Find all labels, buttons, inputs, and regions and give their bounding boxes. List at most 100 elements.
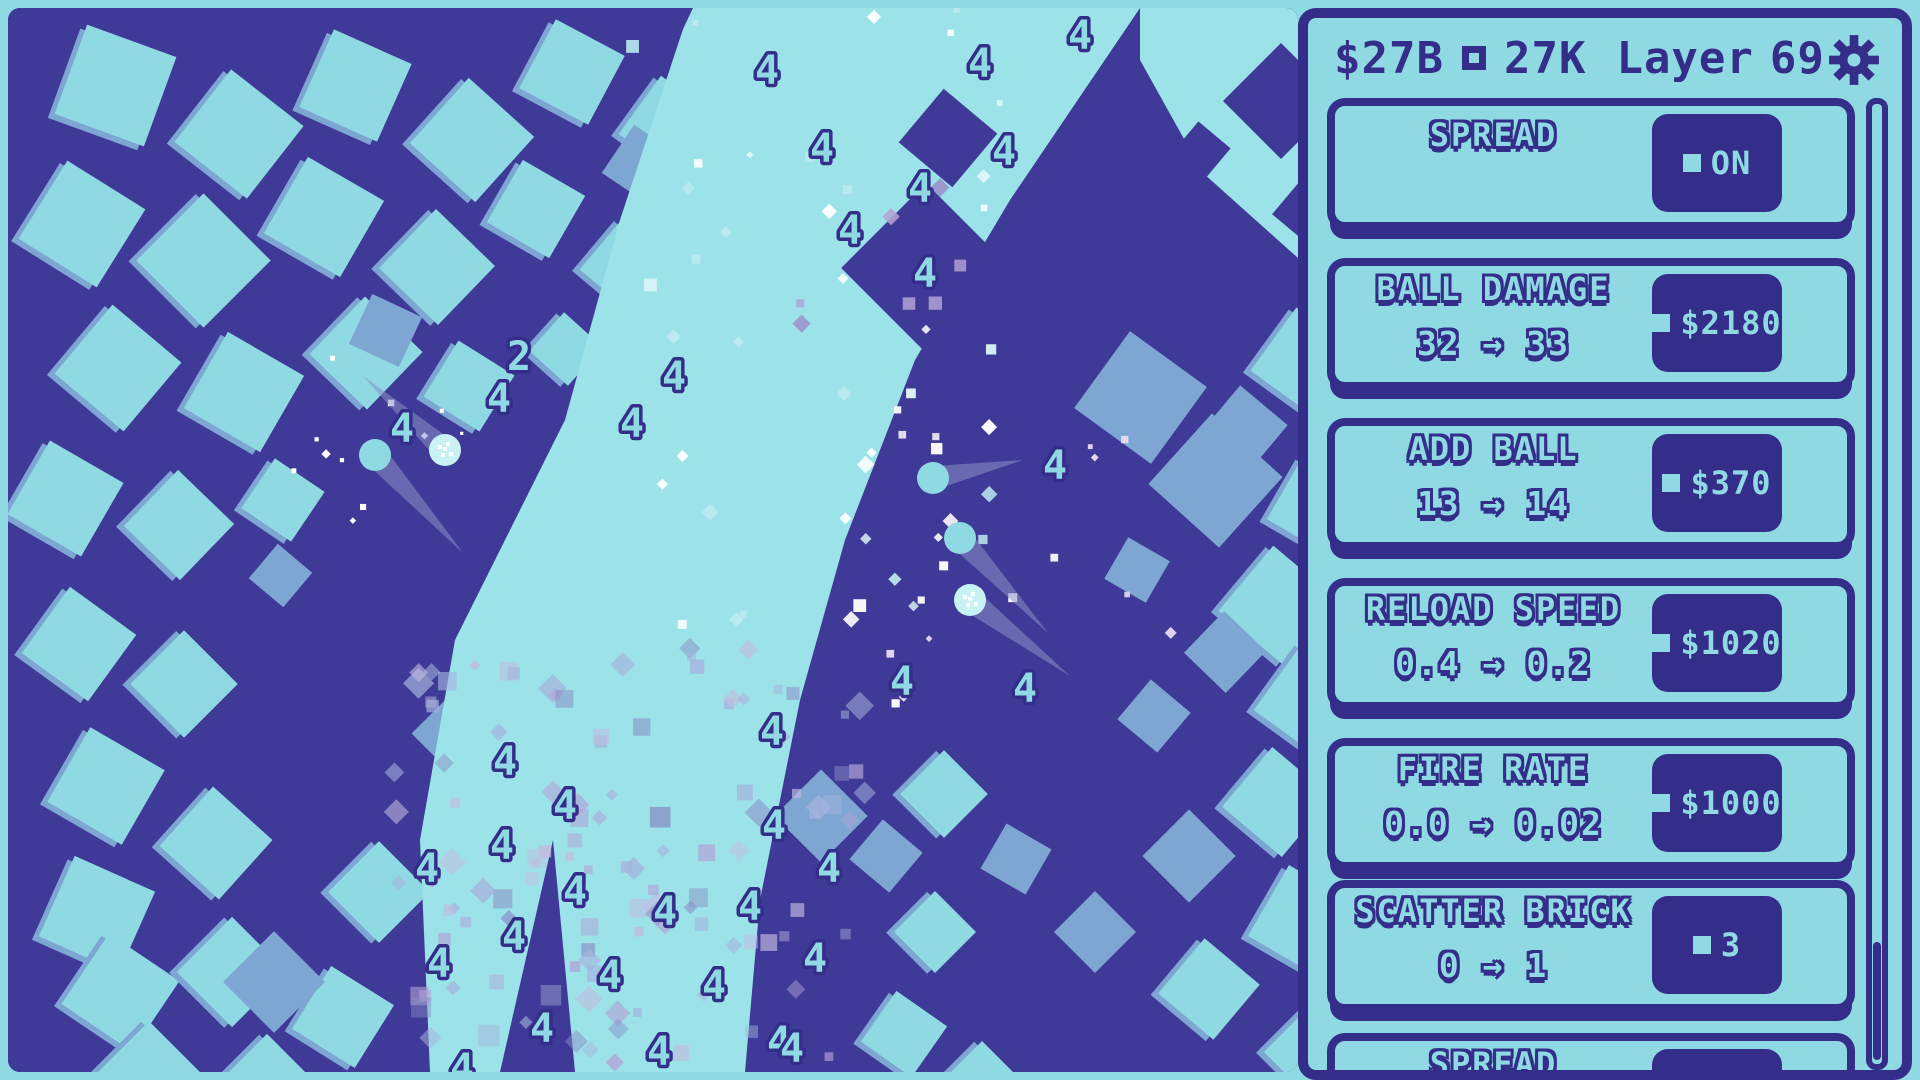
brick-damage-label: 4 [1013, 666, 1037, 712]
upgrade-value: 0.4 → 0.2 [1335, 644, 1652, 683]
brick [47, 727, 165, 845]
upgrade-panel-ball-damage[interactable]: BALL DAMAGE 32 → 33 $2180 [1327, 258, 1855, 390]
button-label: ON [1710, 144, 1752, 182]
brick-damage-label: 4 [662, 354, 686, 400]
brick-damage-label: 4 [450, 1046, 474, 1072]
particle [790, 903, 805, 917]
particle [932, 433, 940, 441]
particle [917, 596, 925, 604]
particle [947, 29, 954, 36]
particle [954, 259, 967, 272]
particle [738, 640, 759, 661]
particle [894, 406, 902, 414]
sidebar-scrollbar[interactable] [1866, 98, 1888, 1070]
brick [218, 1033, 316, 1072]
particle [384, 762, 405, 783]
upgrade-panel-add-ball[interactable]: ADD BALL 13 → 14 $370 [1327, 418, 1855, 550]
particle [689, 888, 708, 908]
brick-damage-label: 4 [760, 709, 784, 755]
particle [849, 764, 864, 779]
brick [1253, 643, 1298, 759]
particle [469, 659, 481, 671]
upgrade-button-scatter-brick[interactable]: 3 [1652, 896, 1782, 994]
upgrade-panel-reload-speed[interactable]: RELOAD SPEED 0.4 → 0.2 $1020 [1327, 578, 1855, 710]
particle [792, 788, 801, 798]
button-label: $2180 [1680, 304, 1782, 342]
brick-currency-icon [1461, 46, 1486, 70]
ball-sparkle [963, 595, 967, 599]
particle [555, 690, 574, 708]
particle [540, 984, 562, 1006]
particle [729, 612, 744, 627]
particle [836, 386, 852, 401]
particle [925, 635, 933, 642]
brick-damaged [1183, 610, 1267, 694]
upgrade-title: SPREAD [1429, 1045, 1558, 1080]
upgrade-panel-scatter-brick[interactable]: SCATTER BRICK 0 → 1 3 [1327, 880, 1855, 1012]
particle [694, 159, 703, 168]
brick-icon [1652, 794, 1671, 812]
upgrade-button-fire-rate[interactable]: $1000 [1652, 754, 1782, 852]
brick-damaged [248, 543, 313, 608]
particle [565, 852, 574, 861]
particle [605, 788, 618, 801]
value-next: 0.02 [1515, 804, 1603, 843]
brick-icon [1682, 154, 1701, 172]
brick-dark [1171, 121, 1231, 181]
upgrade-panel-next-partial[interactable]: SPREAD [1327, 1033, 1855, 1080]
upgrade-button-next-partial[interactable] [1652, 1049, 1782, 1070]
upgrade-button-ball-damage[interactable]: $2180 [1652, 274, 1782, 372]
particle [866, 9, 881, 24]
particle [985, 344, 997, 355]
particle [314, 437, 319, 442]
particle [478, 1024, 500, 1047]
value-next: 33 [1526, 324, 1571, 363]
ball-sparkle [968, 597, 972, 601]
brick-dark [898, 88, 998, 188]
particle [633, 718, 651, 736]
particle [837, 273, 849, 284]
brick-shadow [1246, 645, 1298, 761]
particle [439, 408, 444, 413]
brick [18, 160, 146, 288]
upgrade-panel-fire-rate[interactable]: FIRE RATE 0.0 → 0.02 $1000 [1327, 738, 1855, 870]
particle [634, 927, 644, 937]
brick-damage-label: 4 [563, 869, 587, 915]
particle [666, 329, 681, 344]
particle [541, 780, 565, 804]
upgrade-title: ADD BALL [1408, 430, 1579, 468]
upgrade-button-spread[interactable]: ON [1652, 114, 1782, 212]
brick-damage-label: 4 [1043, 443, 1067, 489]
brick [183, 331, 305, 453]
brick-damage-label: 4 [968, 41, 992, 87]
scrollbar-thumb[interactable] [1873, 942, 1881, 1060]
particle [692, 20, 699, 26]
particle [840, 810, 859, 829]
ball [917, 462, 949, 494]
particle [690, 659, 705, 674]
money-value: $27B [1334, 32, 1444, 84]
value-current: 32 [1416, 324, 1483, 363]
particle [933, 532, 943, 543]
upgrade-panel-spread[interactable]: SPREAD ON [1327, 98, 1855, 230]
particle [673, 1045, 689, 1062]
brick-dark [1272, 162, 1298, 258]
brick [519, 19, 625, 125]
particle [939, 561, 949, 571]
particle [681, 181, 695, 196]
particle [906, 388, 916, 399]
brick-damage-label: 4 [620, 401, 644, 447]
particle [437, 847, 466, 877]
particle [438, 932, 451, 946]
brick-damage-label: 4 [738, 884, 762, 930]
particle [886, 649, 895, 658]
particle [567, 833, 582, 848]
upgrade-button-add-ball[interactable]: $370 [1652, 434, 1782, 532]
brick [1158, 938, 1260, 1040]
brick-damage-label: 4 [530, 1006, 554, 1052]
particle [779, 931, 790, 942]
settings-gear-icon[interactable] [1828, 34, 1880, 86]
upgrade-button-reload-speed[interactable]: $1020 [1652, 594, 1782, 692]
ball-sparkle [449, 452, 453, 456]
brick [423, 340, 515, 432]
